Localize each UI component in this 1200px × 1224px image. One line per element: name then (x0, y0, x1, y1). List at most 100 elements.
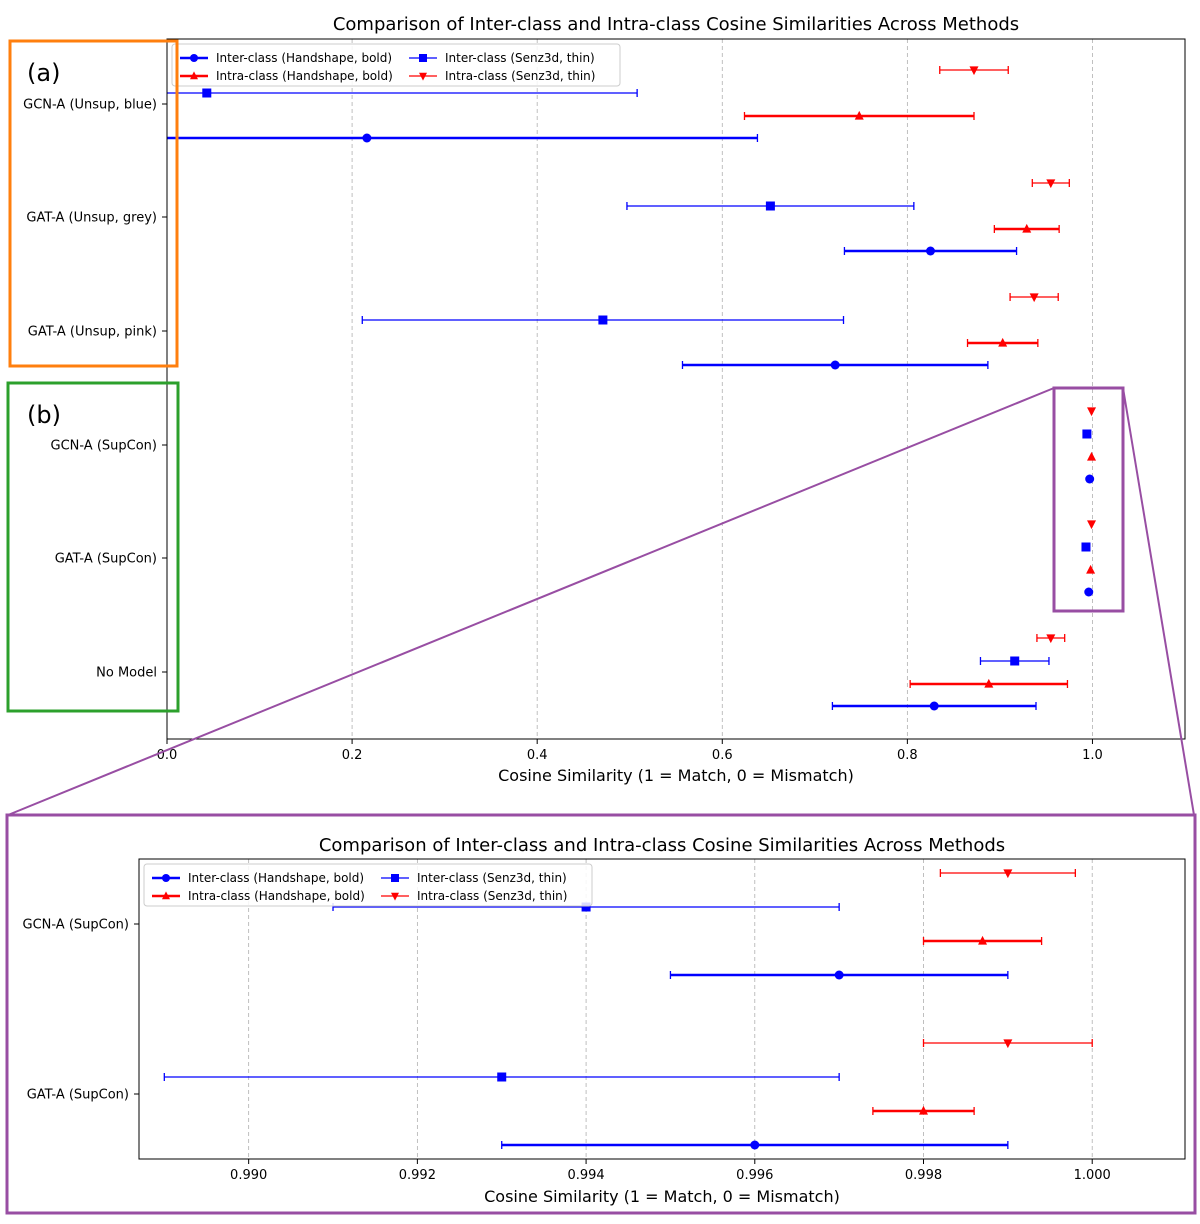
marker-inter-class-handshape-bold (750, 1140, 760, 1150)
x-tick-label: 0.994 (567, 1168, 604, 1183)
errorbar-intra-class-senz3d-thin (922, 1039, 1093, 1049)
legend-box: Inter-class (Handshape, bold) Intra-class… (143, 863, 593, 907)
legend-marker (190, 71, 198, 80)
marker-intra-class-handshape-bold (919, 1105, 928, 1115)
errorbar-intra-class-handshape-bold (1086, 564, 1096, 574)
marker-intra-class-handshape-bold (1022, 223, 1032, 233)
main-chart-title: Comparison of Inter-class and Intra-clas… (333, 14, 1019, 35)
marker-inter-class-senz3d-thin (765, 201, 775, 211)
legend-marker (162, 874, 170, 882)
panel-a-tag: (a) (27, 59, 60, 87)
panel-b-tag: (b) (27, 401, 61, 429)
main-chart-y-labels: GCN-A (Unsup, blue) GAT-A (Unsup, grey) GA… (23, 98, 167, 681)
y-category-label: GAT-A (SupCon) (55, 552, 157, 567)
x-tick-label: 0.4 (527, 748, 548, 763)
zoom-indicator (5, 386, 1197, 1215)
errorbar-inter-class-handshape-bold (167, 133, 759, 143)
marker-intra-class-handshape-bold (998, 337, 1008, 347)
errorbar-inter-class-handshape-bold (681, 360, 989, 370)
main-chart-legend: Inter-class (Handshape, bold) Intra-class… (171, 43, 621, 87)
legend-item-inter-class-senz3d-thin: Inter-class (Senz3d, thin) (409, 51, 595, 65)
marker-intra-class-senz3d-thin (1046, 634, 1056, 644)
legend-item-inter-class-senz3d-thin: Inter-class (Senz3d, thin) (381, 871, 567, 885)
marker-inter-class-handshape-bold (926, 246, 935, 256)
legend-item-intra-class-senz3d-thin: Intra-class (Senz3d, thin) (409, 69, 595, 83)
marker-inter-class-senz3d-thin (1082, 429, 1092, 439)
legend-item-intra-class-handshape-bold: Intra-class (Handshape, bold) (152, 889, 365, 903)
errorbar-inter-class-senz3d-thin (1082, 429, 1092, 439)
errorbar-intra-class-handshape-bold (743, 110, 975, 120)
marker-intra-class-handshape-bold (854, 110, 864, 120)
legend-label: Intra-class (Handshape, bold) (216, 69, 393, 83)
marker-inter-class-handshape-bold (1084, 587, 1094, 597)
zoom-chart-y-labels: GCN-A (SupCon) GAT-A (SupCon) (23, 918, 139, 1103)
errorbar-inter-class-handshape-bold (669, 970, 1009, 980)
errorbar-inter-class-senz3d-thin (167, 88, 638, 98)
marker-intra-class-senz3d-thin (1003, 1039, 1013, 1049)
legend-frame (171, 43, 621, 87)
main-chart-x-axis-label: Cosine Similarity (1 = Match, 0 = Mismat… (498, 766, 854, 785)
main-chart-plot-area (166, 38, 1186, 740)
errorbar-intra-class-handshape-bold (922, 935, 1043, 945)
y-category-label: No Model (96, 666, 157, 681)
legend-item-intra-class-handshape-bold: Intra-class (Handshape, bold) (180, 69, 393, 83)
zoom-chart: Comparison of Inter-class and Intra-clas… (23, 835, 1186, 1206)
zoom-connector-right (1122, 387, 1195, 816)
zoom-chart-x-ticks: 0.990 0.992 0.994 0.996 0.998 1.000 (230, 1159, 1111, 1183)
legend-item-inter-class-handshape-bold: Inter-class (Handshape, bold) (180, 51, 392, 65)
errorbar-intra-class-senz3d-thin (1036, 634, 1066, 644)
zoom-inset-box (5, 813, 1197, 1215)
legend-marker (391, 874, 399, 882)
y-category-label: GCN-A (SupCon) (51, 439, 157, 454)
zoom-chart-marks (163, 869, 1093, 1150)
marker-inter-class-senz3d-thin (1010, 656, 1020, 666)
y-category-label: GAT-A (Unsup, grey) (26, 211, 157, 226)
errorbar-intra-class-handshape-bold (966, 337, 1039, 347)
legend-label: Inter-class (Handshape, bold) (216, 51, 392, 65)
marker-inter-class-senz3d-thin (497, 1072, 507, 1082)
legend-label: Intra-class (Senz3d, thin) (445, 69, 595, 83)
legend-label: Inter-class (Handshape, bold) (188, 871, 364, 885)
marker-intra-class-senz3d-thin (1046, 179, 1056, 189)
marker-inter-class-handshape-bold (830, 360, 840, 370)
zoom-connector-left (7, 387, 1055, 816)
marker-inter-class-senz3d-thin (581, 902, 591, 912)
errorbar-inter-class-senz3d-thin (626, 201, 915, 211)
legend-label: Intra-class (Handshape, bold) (188, 889, 365, 903)
legend-marker (190, 54, 198, 62)
x-tick-label: 1.0 (1082, 748, 1103, 763)
legend-item-inter-class-handshape-bold: Inter-class (Handshape, bold) (152, 871, 364, 885)
errorbar-inter-class-handshape-bold (1085, 474, 1095, 484)
x-tick-label: 0.990 (230, 1168, 267, 1183)
marker-intra-class-senz3d-thin (969, 66, 979, 76)
panel-a-box (8, 39, 179, 368)
errorbar-intra-class-handshape-bold (872, 1105, 975, 1115)
y-category-label: GCN-A (Unsup, blue) (23, 98, 157, 113)
x-tick-label: 0.8 (897, 748, 918, 763)
errorbar-intra-class-senz3d-thin (1009, 293, 1059, 303)
errorbar-inter-class-handshape-bold (843, 246, 1018, 256)
errorbar-inter-class-handshape-bold (501, 1140, 1009, 1150)
main-chart-x-ticks: 0.0 0.2 0.4 0.6 0.8 1.0 (157, 739, 1103, 763)
marker-intra-class-handshape-bold (1086, 564, 1096, 574)
marker-intra-class-handshape-bold (978, 935, 988, 945)
errorbar-inter-class-senz3d-thin (1081, 542, 1091, 552)
legend-label: Inter-class (Senz3d, thin) (445, 51, 595, 65)
legend-box: Inter-class (Handshape, bold) Intra-class… (171, 43, 621, 87)
legend-label: Inter-class (Senz3d, thin) (417, 871, 567, 885)
marker-intra-class-handshape-bold (1087, 451, 1097, 461)
marker-inter-class-handshape-bold (834, 970, 844, 980)
panel-b-box (6, 381, 180, 713)
marker-inter-class-senz3d-thin (1081, 542, 1091, 552)
legend-item-intra-class-senz3d-thin: Intra-class (Senz3d, thin) (381, 889, 567, 903)
x-tick-label: 1.000 (1074, 1168, 1111, 1183)
zoom-region-box (1052, 386, 1125, 613)
errorbar-intra-class-senz3d-thin (939, 66, 1009, 76)
main-chart-marks (167, 66, 1097, 711)
marker-intra-class-senz3d-thin (1029, 293, 1039, 303)
errorbar-inter-class-handshape-bold (1084, 587, 1094, 597)
marker-inter-class-senz3d-thin (598, 315, 608, 325)
errorbar-intra-class-senz3d-thin (1031, 179, 1070, 189)
x-tick-label: 0.996 (736, 1168, 773, 1183)
